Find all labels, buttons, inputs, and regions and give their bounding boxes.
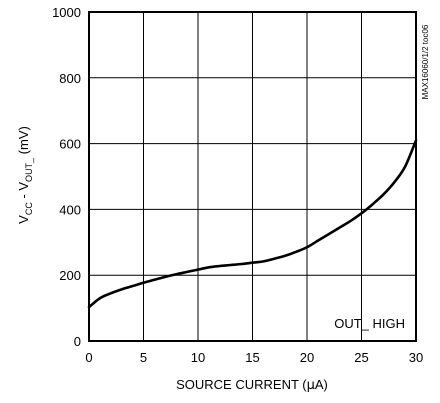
y-tick-label: 1000 [52,5,81,20]
plot-frame [88,11,417,342]
series-line [87,139,418,309]
y-tick-label: 400 [59,202,81,217]
x-axis-title-end: A) [315,377,328,392]
y-axis-title-end: (mV) [16,126,31,158]
x-tick-label: 30 [409,350,423,365]
y-axis-title-cc: CC [24,202,34,215]
x-tick-label: 10 [191,350,205,365]
x-tick-label: 20 [300,350,314,365]
x-axis-title: SOURCE CURRENT (μA) [176,377,328,393]
figure-id-label: MAX16060/1/2 toc06 [421,24,430,99]
y-tick-label: 800 [59,71,81,86]
y-axis-title-mid: - V [16,182,31,203]
x-tick-labels: 0 5 10 15 20 25 30 [85,350,423,365]
x-axis-title-mu: μ [307,378,315,393]
y-axis-title: VCC - VOUT_ (mV) [16,126,34,224]
y-tick-labels: 0 200 400 600 800 1000 [52,5,81,349]
out-high-annotation: OUT_ HIGH [334,316,405,331]
x-tick-label: 0 [85,350,92,365]
y-tick-label: 200 [59,268,81,283]
x-axis-title-start: SOURCE CURRENT ( [176,377,307,392]
x-tick-label: 5 [140,350,147,365]
grid [89,12,416,341]
y-tick-label: 0 [74,334,81,349]
y-axis-title-v: V [16,215,31,224]
x-tick-label: 15 [245,350,259,365]
x-tick-label: 25 [354,350,368,365]
y-axis-title-out: OUT_ [24,157,34,182]
y-tick-label: 600 [59,137,81,152]
